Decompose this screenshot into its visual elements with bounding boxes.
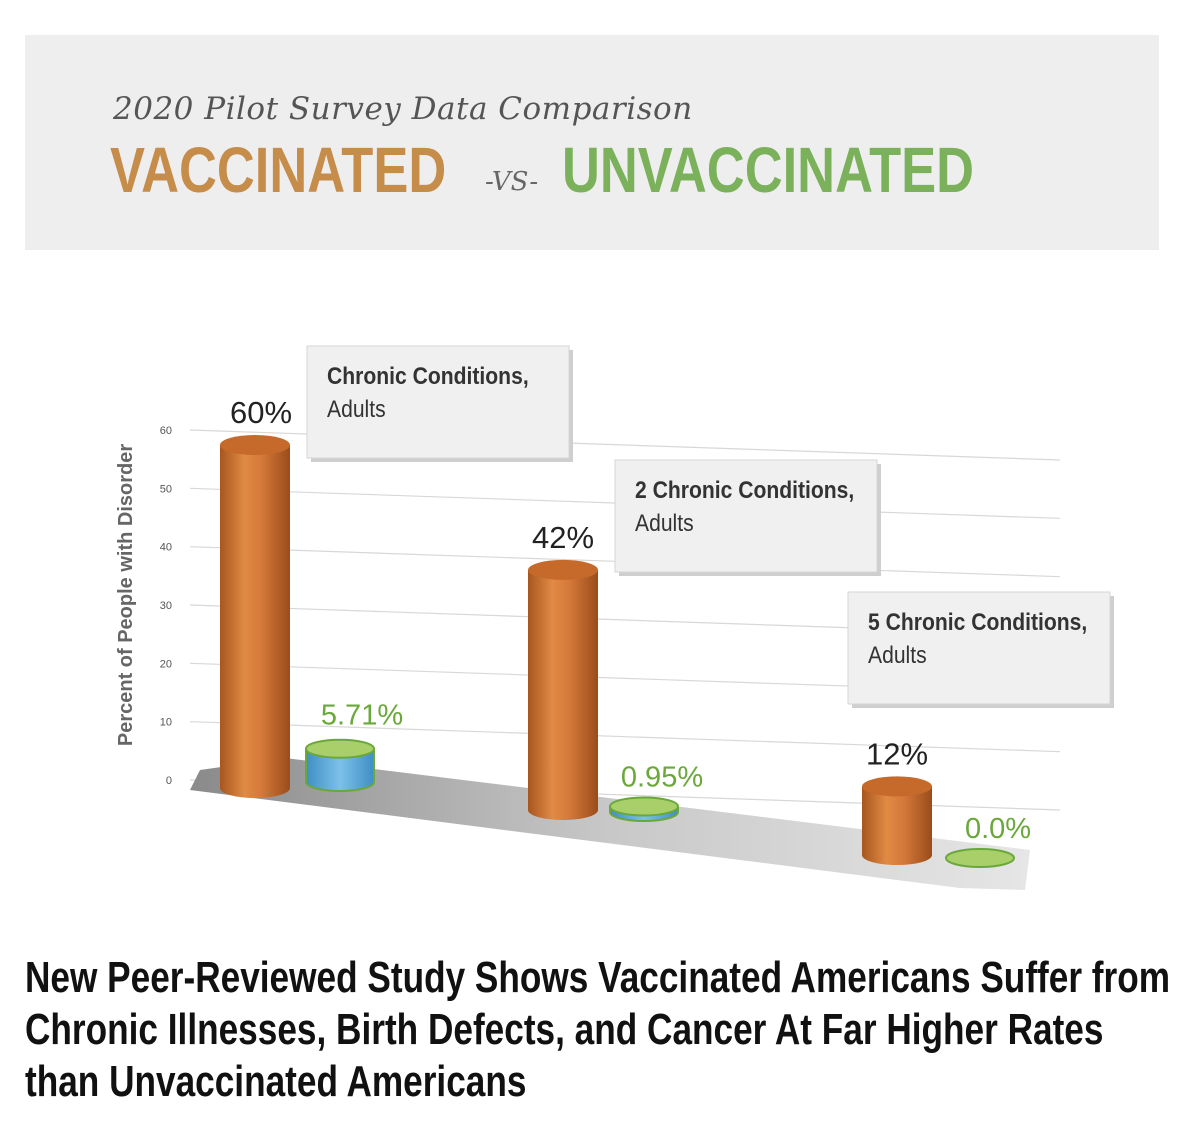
category-label-box: Chronic Conditions, Adults <box>306 345 573 462</box>
chart-title: VACCINATED -VS- UNVACCINATED <box>110 133 974 207</box>
category-box <box>306 345 570 459</box>
category-label: Adults <box>635 510 694 537</box>
title-vaccinated: VACCINATED <box>110 134 447 206</box>
category-box <box>614 459 878 573</box>
unvaccinated-bar-body <box>305 747 375 792</box>
unvaccinated-data-label: 0.95% <box>621 761 703 793</box>
category-label: Chronic Conditions, <box>327 363 529 390</box>
category-label: 2 Chronic Conditions, <box>635 477 854 504</box>
vaccinated-bar <box>862 776 932 865</box>
vaccinated-bar <box>220 435 290 798</box>
y-tick-label: 0 <box>166 775 172 787</box>
category-label-box: 5 Chronic Conditions, Adults <box>847 591 1114 708</box>
category-label: Adults <box>868 642 927 669</box>
y-tick-label: 50 <box>160 483 172 495</box>
chart-subtitle: 2020 Pilot Survey Data Comparison <box>113 91 693 127</box>
vaccinated-data-label: 42% <box>532 520 594 555</box>
vaccinated-bar-top <box>862 776 932 797</box>
unvaccinated-bar-top <box>305 738 375 759</box>
bar-chart: 0 10 20 30 40 50 60 Percent of People with Diso… <box>115 345 1114 890</box>
vaccinated-data-label: 60% <box>230 395 292 430</box>
y-tick-label: 40 <box>160 542 172 554</box>
unvaccinated-data-label: 0.0% <box>965 813 1031 845</box>
title-vs: -VS- <box>485 167 539 197</box>
category-label: 5 Chronic Conditions, <box>868 609 1087 636</box>
header-banner: 2020 Pilot Survey Data Comparison VACCIN… <box>25 35 1159 250</box>
article-headline[interactable]: New Peer-Reviewed Study Shows Vaccinated… <box>25 953 1171 1106</box>
vaccinated-bar-top <box>220 435 290 455</box>
unvaccinated-bar <box>305 738 375 792</box>
y-tick-label: 30 <box>160 600 172 612</box>
vaccinated-bar-body <box>862 786 932 865</box>
gridline <box>189 721 1061 753</box>
vaccinated-bar-body <box>528 569 598 820</box>
unvaccinated-data-label: 5.71% <box>321 700 403 732</box>
vaccinated-data-label: 12% <box>866 736 928 771</box>
y-tick-label: 60 <box>160 425 172 437</box>
vaccinated-bar <box>528 559 598 820</box>
category-label: Adults <box>327 396 386 423</box>
unvaccinated-bar <box>945 848 1015 868</box>
unvaccinated-bar <box>609 796 679 822</box>
unvaccinated-bar-top <box>945 848 1015 868</box>
y-tick-label: 10 <box>160 717 172 729</box>
y-axis-label: Percent of People with Disorder <box>115 444 137 747</box>
vaccinated-bar-top <box>528 559 598 580</box>
category-box <box>847 591 1111 705</box>
title-unvaccinated: UNVACCINATED <box>562 134 975 206</box>
unvaccinated-bar-top <box>609 796 679 817</box>
y-tick-label: 20 <box>160 658 172 670</box>
vaccinated-bar-body <box>220 445 290 798</box>
chart-floor <box>190 758 1030 890</box>
category-label-box: 2 Chronic Conditions, Adults <box>614 459 881 576</box>
